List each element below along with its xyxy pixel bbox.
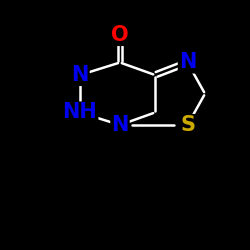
Text: N: N	[111, 115, 129, 135]
Text: N: N	[179, 52, 196, 72]
Text: O: O	[111, 25, 129, 45]
Text: NH: NH	[62, 102, 98, 122]
Text: N: N	[71, 65, 89, 85]
Text: S: S	[180, 115, 195, 135]
